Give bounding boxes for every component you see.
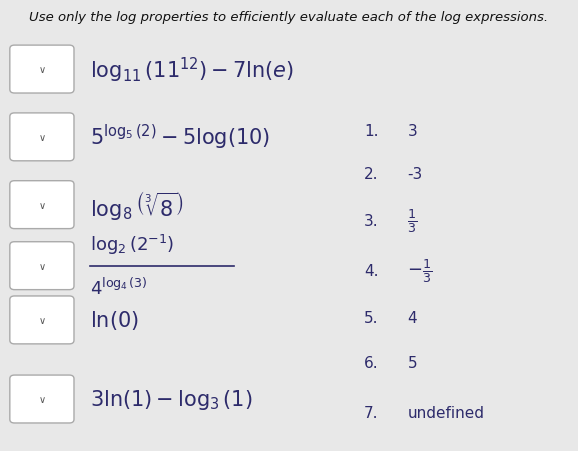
Text: $4^{\log_4(3)}$: $4^{\log_4(3)}$	[90, 277, 147, 298]
Text: ∨: ∨	[38, 394, 46, 404]
Text: 3: 3	[407, 123, 417, 138]
Text: Use only the log properties to efficiently evaluate each of the log expressions.: Use only the log properties to efficient…	[29, 11, 549, 24]
Text: $\log_2(2^{-1})$: $\log_2(2^{-1})$	[90, 232, 174, 257]
Text: $5^{\log_5(2)} - 5\log(10)$: $5^{\log_5(2)} - 5\log(10)$	[90, 123, 270, 152]
FancyBboxPatch shape	[10, 242, 74, 290]
Text: -3: -3	[407, 166, 423, 181]
FancyBboxPatch shape	[10, 375, 74, 423]
Text: 3.: 3.	[364, 213, 379, 229]
FancyBboxPatch shape	[10, 296, 74, 344]
Text: 7.: 7.	[364, 405, 379, 420]
Text: $\ln(0)$: $\ln(0)$	[90, 309, 138, 331]
Text: ∨: ∨	[38, 315, 46, 325]
Text: undefined: undefined	[407, 405, 484, 420]
FancyBboxPatch shape	[10, 181, 74, 229]
FancyBboxPatch shape	[10, 46, 74, 94]
Text: ∨: ∨	[38, 65, 46, 75]
Text: $\log_8\left(\sqrt[3]{8}\right)$: $\log_8\left(\sqrt[3]{8}\right)$	[90, 189, 183, 222]
Text: 6.: 6.	[364, 355, 379, 371]
Text: $\frac{1}{3}$: $\frac{1}{3}$	[407, 207, 417, 235]
Text: ∨: ∨	[38, 133, 46, 143]
Text: ∨: ∨	[38, 261, 46, 271]
Text: $-\frac{1}{3}$: $-\frac{1}{3}$	[407, 257, 432, 285]
Text: ∨: ∨	[38, 200, 46, 210]
Text: 4: 4	[407, 310, 417, 326]
Text: 2.: 2.	[364, 166, 379, 181]
Text: 4.: 4.	[364, 263, 379, 278]
FancyBboxPatch shape	[10, 114, 74, 161]
Text: 5.: 5.	[364, 310, 379, 326]
Text: $3\ln(1) - \log_3(1)$: $3\ln(1) - \log_3(1)$	[90, 387, 252, 411]
Text: 1.: 1.	[364, 123, 379, 138]
Text: 5: 5	[407, 355, 417, 371]
Text: $\log_{11}(11^{12}) - 7\ln(e)$: $\log_{11}(11^{12}) - 7\ln(e)$	[90, 55, 294, 84]
